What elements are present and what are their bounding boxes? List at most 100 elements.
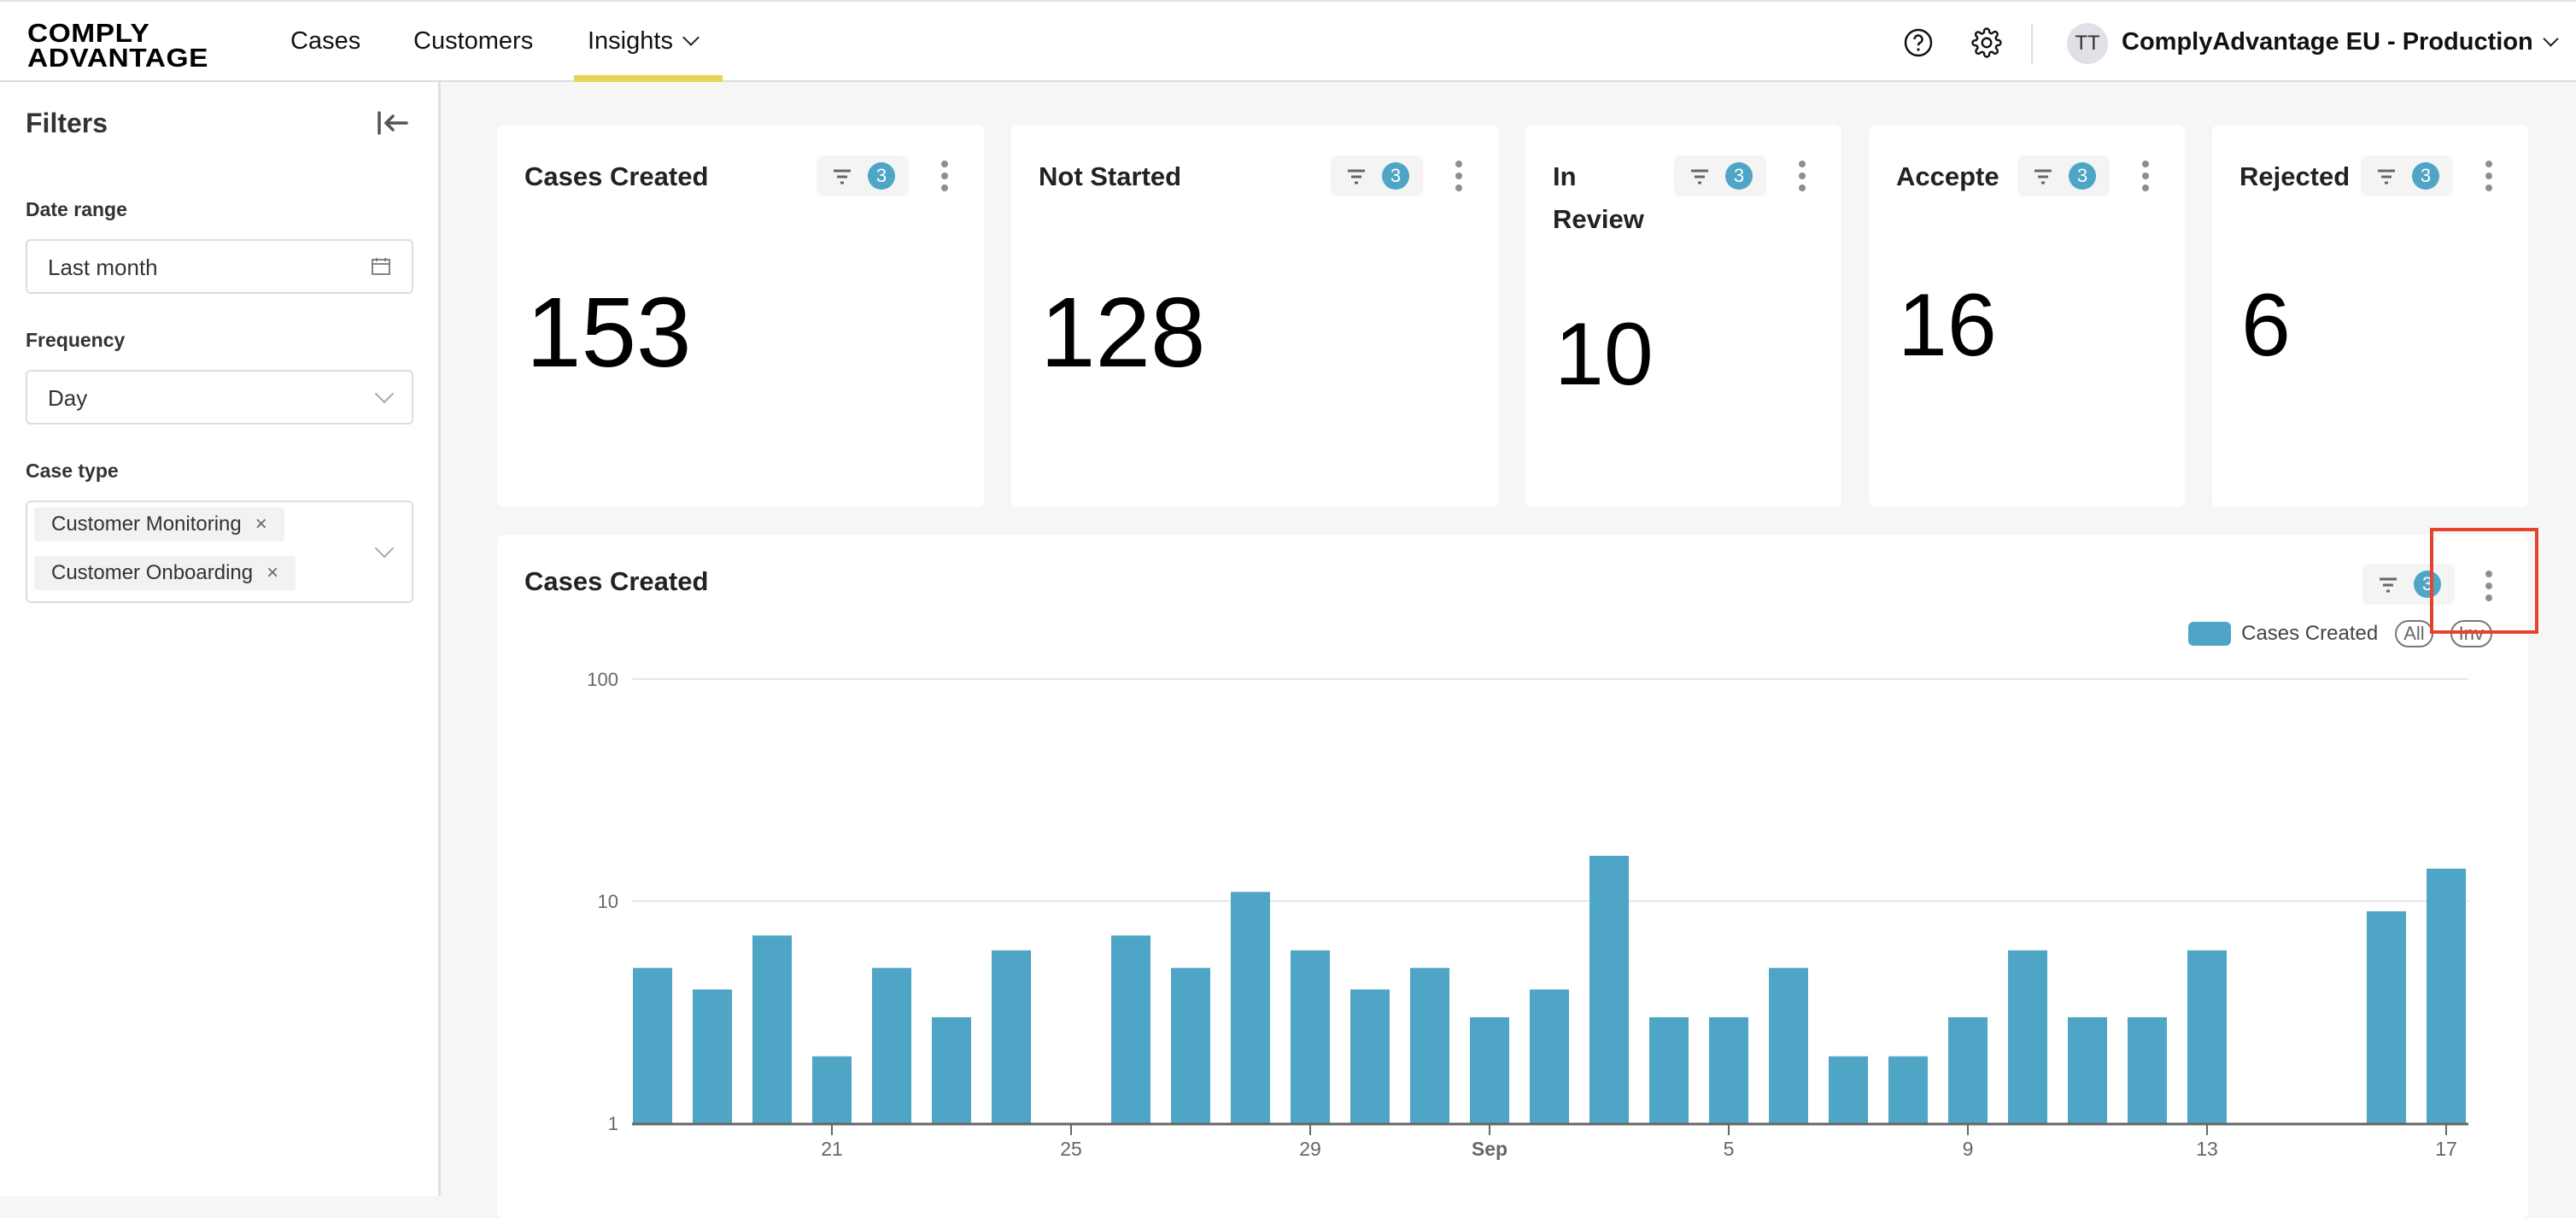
- chart-bar[interactable]: [1590, 855, 1629, 1123]
- gear-icon: [1971, 27, 2002, 58]
- card-filter-button[interactable]: 3: [1674, 155, 1766, 196]
- filters-title: Filters: [26, 108, 108, 138]
- help-button[interactable]: [1903, 27, 1934, 58]
- card-filter-button[interactable]: 3: [817, 155, 909, 196]
- filter-icon: [2380, 577, 2397, 593]
- legend-swatch[interactable]: [2188, 622, 2232, 646]
- card-filter-button[interactable]: 3: [1331, 155, 1423, 196]
- card-menu-button[interactable]: [2137, 159, 2154, 193]
- nav-cases[interactable]: Cases: [290, 27, 361, 55]
- case-type-chip: Customer Onboarding ×: [34, 556, 296, 590]
- settings-button[interactable]: [1971, 27, 2002, 58]
- chart-bar[interactable]: [2187, 950, 2227, 1123]
- chart-bar[interactable]: [1888, 1056, 1928, 1123]
- chart-title: Cases Created: [524, 566, 709, 596]
- chart-bar[interactable]: [1470, 1016, 1509, 1123]
- chevron-down-icon: [682, 29, 700, 46]
- nav-active-indicator: [574, 75, 723, 82]
- card-value: 153: [526, 277, 692, 388]
- chart-bar[interactable]: [2367, 911, 2406, 1123]
- chart-bar[interactable]: [1350, 989, 1390, 1123]
- avatar[interactable]: TT: [2067, 23, 2108, 64]
- svg-text:1: 1: [608, 1113, 618, 1134]
- chart-bar[interactable]: [872, 968, 911, 1123]
- date-range-picker[interactable]: Last month: [26, 239, 413, 294]
- filter-count-badge: 3: [1382, 162, 1409, 190]
- kpi-card-cases-created: Cases Created 3 153: [497, 125, 984, 507]
- svg-text:13: 13: [2196, 1138, 2218, 1160]
- chart-bar[interactable]: [2427, 869, 2466, 1123]
- chart-bar[interactable]: [992, 950, 1031, 1123]
- kpi-card-accepted: Accepte 3 16: [1869, 125, 2185, 507]
- chart-bar[interactable]: [752, 935, 792, 1123]
- case-type-label: Case type: [26, 460, 119, 482]
- chart-bar[interactable]: [1829, 1056, 1868, 1123]
- chart-bar[interactable]: [1291, 950, 1330, 1123]
- chart-bar[interactable]: [932, 1016, 971, 1123]
- chart-filter-button[interactable]: 3: [2362, 564, 2455, 605]
- card-title: Not Started: [1039, 161, 1182, 191]
- chevron-down-icon: [2543, 31, 2559, 47]
- cases-created-chart-card: Cases Created 3 Cases Created All Inv 1 1…: [497, 535, 2528, 1218]
- collapse-left-icon: [378, 111, 408, 135]
- filter-count-badge: 3: [2412, 162, 2439, 190]
- chart-bar[interactable]: [2128, 1016, 2167, 1123]
- chart-bar[interactable]: [1769, 968, 1808, 1123]
- chart-bar[interactable]: [1709, 1016, 1748, 1123]
- card-title: Accepte: [1896, 161, 1999, 191]
- chevron-down-icon: [374, 384, 395, 404]
- chart-legend: Cases Created All Inv: [2188, 620, 2492, 647]
- bar-chart: 1 10 100 21 25 29 Sep 5 9 13 17: [587, 669, 2468, 1160]
- case-type-multiselect[interactable]: Customer Monitoring × Customer Onboarding…: [26, 501, 413, 603]
- chart-bar[interactable]: [1231, 892, 1270, 1123]
- svg-text:5: 5: [1724, 1138, 1735, 1160]
- nav-customers[interactable]: Customers: [413, 27, 534, 55]
- svg-text:9: 9: [1963, 1138, 1974, 1160]
- filter-icon: [2034, 169, 2052, 184]
- chart-menu-button[interactable]: [2480, 569, 2497, 603]
- chart-bar[interactable]: [1111, 935, 1150, 1123]
- chart-bar[interactable]: [2068, 1016, 2107, 1123]
- chart-bar[interactable]: [1530, 989, 1569, 1123]
- kpi-card-not-started: Not Started 3 128: [1011, 125, 1498, 507]
- card-menu-button[interactable]: [1794, 159, 1811, 193]
- card-menu-button[interactable]: [1450, 159, 1467, 193]
- chart-bar[interactable]: [1410, 968, 1449, 1123]
- svg-text:21: 21: [821, 1138, 843, 1160]
- card-menu-button[interactable]: [936, 159, 953, 193]
- chart-bar[interactable]: [693, 989, 732, 1123]
- remove-chip-icon[interactable]: ×: [266, 561, 279, 584]
- nav-insights[interactable]: Insights: [588, 27, 700, 56]
- legend-label[interactable]: Cases Created: [2241, 622, 2379, 645]
- chart-bar[interactable]: [633, 968, 672, 1123]
- chart-bar[interactable]: [812, 1056, 852, 1123]
- svg-text:25: 25: [1060, 1138, 1082, 1160]
- date-range-value: Last month: [48, 255, 158, 280]
- card-menu-button[interactable]: [2480, 159, 2497, 193]
- card-value: 10: [1554, 305, 1654, 404]
- chart-bar[interactable]: [2008, 950, 2047, 1123]
- collapse-sidebar-button[interactable]: [376, 106, 410, 140]
- card-value: 6: [2241, 276, 2291, 375]
- date-range-label: Date range: [26, 198, 127, 220]
- filter-count-badge: 3: [1725, 162, 1753, 190]
- frequency-label: Frequency: [26, 329, 126, 351]
- comply-advantage-logo[interactable]: COMPLY ADVANTAGE: [27, 18, 208, 71]
- filters-sidebar: Filters Date range Last month Frequency …: [0, 82, 441, 1196]
- card-filter-button[interactable]: 3: [2017, 155, 2110, 196]
- card-filter-button[interactable]: 3: [2361, 155, 2453, 196]
- frequency-select[interactable]: Day: [26, 370, 413, 425]
- chevron-down-icon[interactable]: [374, 538, 395, 559]
- remove-chip-icon[interactable]: ×: [255, 512, 267, 536]
- chart-bar[interactable]: [1171, 968, 1210, 1123]
- chart-bar[interactable]: [1948, 1016, 1988, 1123]
- chart-bar[interactable]: [1649, 1016, 1689, 1123]
- org-switcher[interactable]: ComplyAdvantage EU - Production: [2122, 28, 2559, 56]
- kpi-card-rejected: Rejected 3 6: [2212, 125, 2528, 507]
- legend-all-button[interactable]: All: [2395, 620, 2433, 647]
- filter-icon: [834, 169, 851, 184]
- card-value: 128: [1040, 277, 1206, 388]
- kpi-card-in-review: In Review 3 10: [1525, 125, 1841, 507]
- card-value: 16: [1898, 276, 1997, 375]
- logo-line-1: COMPLY: [27, 18, 150, 48]
